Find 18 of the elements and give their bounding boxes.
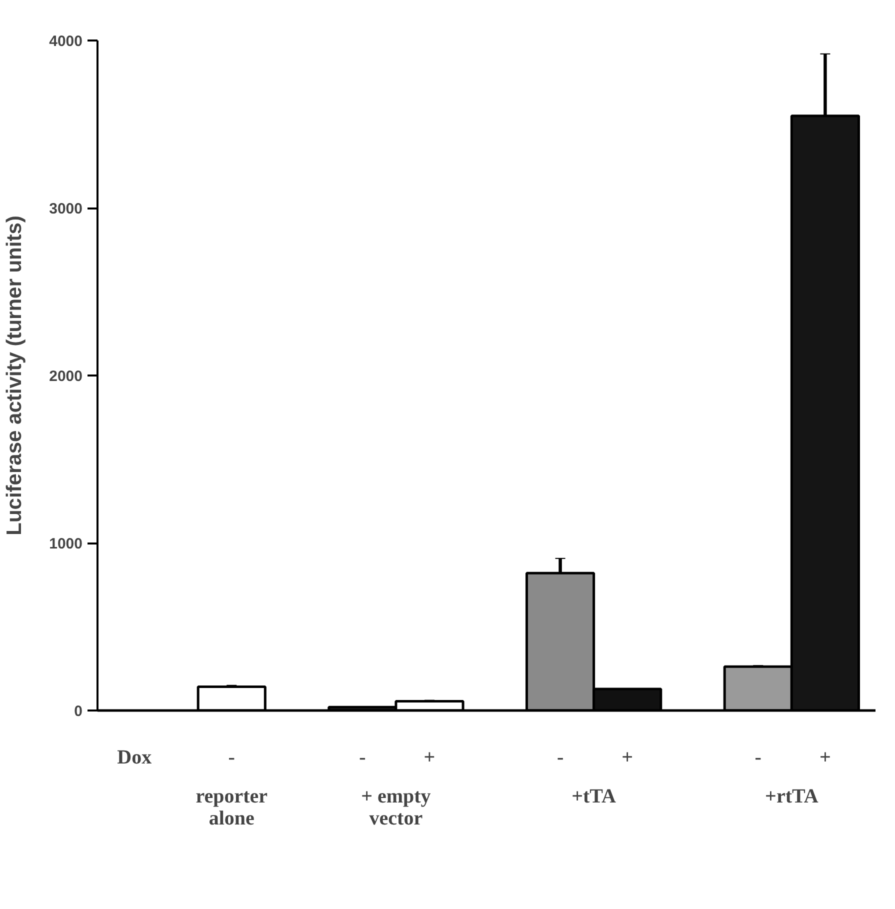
x-tick-label: + bbox=[622, 746, 634, 768]
x-tick-label: - bbox=[359, 746, 366, 768]
y-tick-label: 3000 bbox=[49, 200, 83, 218]
text: reporter alone bbox=[196, 786, 268, 830]
y-tick-label: 1000 bbox=[49, 536, 83, 552]
x-tick-label: - bbox=[556, 746, 564, 768]
x-tick-label: - bbox=[754, 746, 762, 768]
x-tick-label: + bbox=[424, 746, 436, 768]
text: +rtTA bbox=[765, 786, 819, 808]
y-axis-title: Luciferase activity (turner units) bbox=[3, 216, 26, 536]
text: + empty vector bbox=[361, 786, 431, 830]
text: +tTA bbox=[572, 786, 617, 808]
x-tick-label: + bbox=[820, 746, 831, 768]
y-tick-label: 2000 bbox=[49, 368, 83, 385]
x-tick-label: - bbox=[228, 746, 235, 768]
y-tick-label: 0 bbox=[74, 703, 82, 720]
y-tick-label: 4000 bbox=[49, 33, 83, 50]
text: Dox bbox=[117, 746, 152, 768]
